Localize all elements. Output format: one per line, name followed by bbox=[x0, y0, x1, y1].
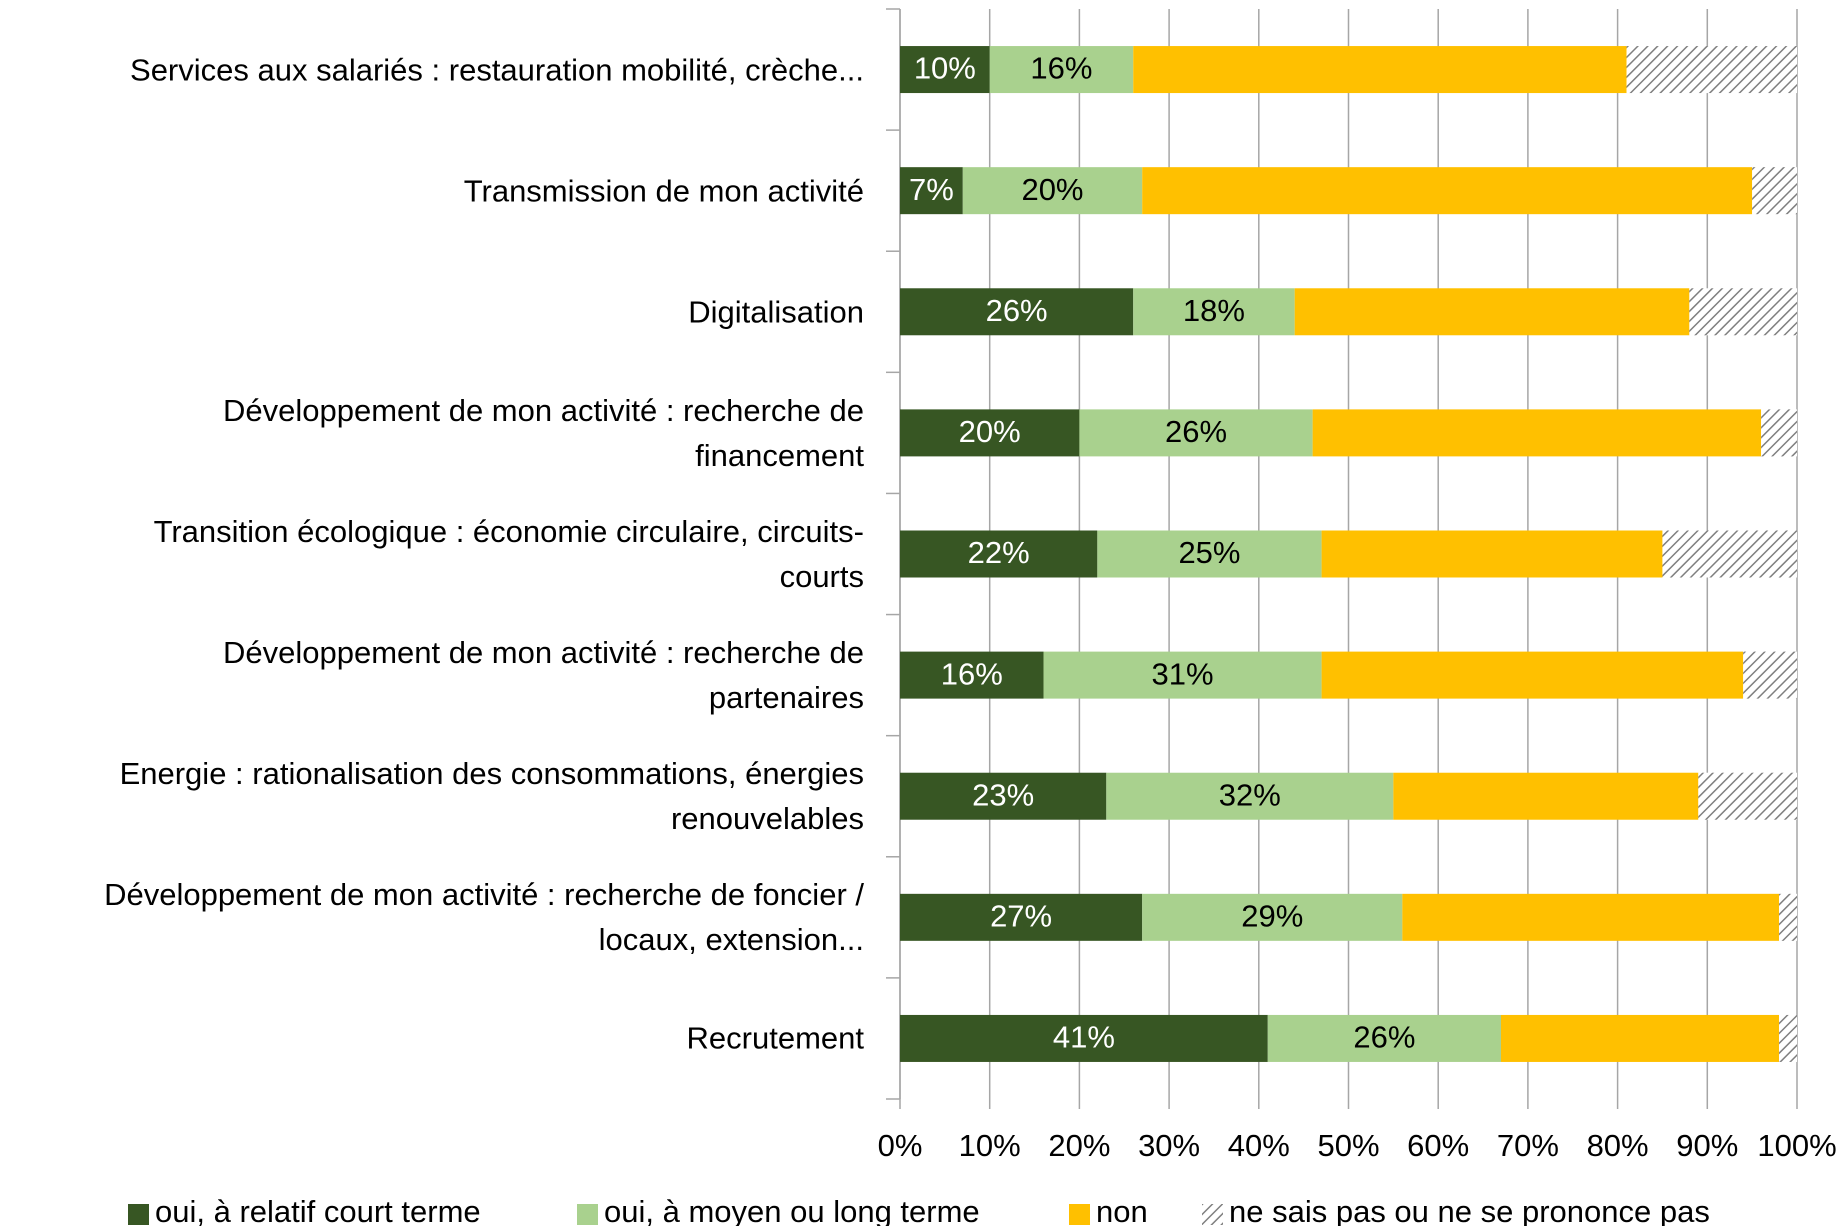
bar-segment bbox=[1133, 46, 1627, 94]
bar-segment bbox=[1142, 893, 1403, 941]
bar-segment bbox=[1106, 772, 1394, 820]
legend-label: non bbox=[1096, 1194, 1148, 1226]
bar-segment bbox=[1761, 409, 1797, 457]
legend-swatch bbox=[577, 1204, 598, 1225]
value-label: 26% bbox=[1165, 414, 1227, 449]
category-label: Digitalisation bbox=[688, 294, 864, 330]
bar-segment bbox=[1743, 651, 1797, 699]
bar-segment bbox=[900, 530, 1098, 578]
x-tick-label: 10% bbox=[959, 1128, 1021, 1163]
bar-segment bbox=[1779, 1014, 1797, 1062]
bar-segment bbox=[1626, 46, 1797, 94]
value-label: 16% bbox=[1030, 51, 1092, 86]
value-label: 22% bbox=[968, 535, 1030, 570]
x-tick-label: 50% bbox=[1317, 1128, 1379, 1163]
bar-segment bbox=[1393, 772, 1699, 820]
bar-segment bbox=[1698, 772, 1797, 820]
bar-segment bbox=[900, 651, 1044, 699]
value-label: 20% bbox=[1021, 172, 1083, 207]
bar-segment bbox=[1267, 1014, 1501, 1062]
value-label: 23% bbox=[972, 777, 1034, 812]
value-label: 10% bbox=[914, 51, 976, 86]
bar-segment bbox=[1321, 530, 1663, 578]
legend-label: ne sais pas ou ne se prononce pas bbox=[1229, 1194, 1710, 1226]
value-label: 31% bbox=[1152, 656, 1214, 691]
legend-swatch bbox=[1202, 1204, 1223, 1225]
bar-segment bbox=[1321, 651, 1744, 699]
bar-segment bbox=[900, 167, 963, 215]
value-label: 26% bbox=[986, 293, 1048, 328]
value-label: 27% bbox=[990, 899, 1052, 934]
bar-segment bbox=[989, 46, 1134, 94]
value-label: 18% bbox=[1183, 293, 1245, 328]
bar-segment bbox=[1779, 893, 1797, 941]
bar-segment bbox=[1689, 288, 1797, 336]
x-tick-label: 80% bbox=[1587, 1128, 1649, 1163]
category-label: Développement de mon activité : recherch… bbox=[222, 392, 864, 473]
legend-label: oui, à relatif court terme bbox=[155, 1194, 481, 1226]
bar-segment bbox=[900, 893, 1143, 941]
legend-swatch bbox=[1069, 1204, 1090, 1225]
bar-segment bbox=[1043, 651, 1322, 699]
x-tick-label: 40% bbox=[1228, 1128, 1290, 1163]
value-label: 20% bbox=[959, 414, 1021, 449]
category-label: Services aux salariés : restauration mob… bbox=[130, 52, 864, 88]
x-tick-label: 0% bbox=[878, 1128, 923, 1163]
legend-swatch bbox=[128, 1204, 149, 1225]
bar-segment bbox=[900, 772, 1107, 820]
value-label: 26% bbox=[1353, 1020, 1415, 1055]
bar-segment bbox=[1097, 530, 1322, 578]
category-label: Transition écologique : économie circula… bbox=[153, 514, 864, 594]
bar-segment bbox=[1294, 288, 1690, 336]
value-label: 16% bbox=[941, 656, 1003, 691]
category-label: Recrutement bbox=[686, 1020, 864, 1056]
bar-segment bbox=[900, 46, 990, 94]
category-label: Energie : rationalisation des consommati… bbox=[119, 756, 864, 837]
bar-segment bbox=[1402, 893, 1780, 941]
bar-segment bbox=[900, 409, 1080, 457]
category-label: Développement de mon activité : recherch… bbox=[222, 635, 864, 716]
bar-segment bbox=[1752, 167, 1797, 215]
x-tick-label: 60% bbox=[1407, 1128, 1469, 1163]
bar-segment bbox=[1133, 288, 1295, 336]
category-label: Développement de mon activité : recherch… bbox=[104, 877, 864, 958]
x-tick-label: 30% bbox=[1138, 1128, 1200, 1163]
bar-segment bbox=[1079, 409, 1313, 457]
bar-segment bbox=[1500, 1014, 1780, 1062]
value-label: 32% bbox=[1219, 777, 1281, 812]
x-tick-label: 90% bbox=[1676, 1128, 1738, 1163]
bar-segment bbox=[900, 1014, 1268, 1062]
value-label: 41% bbox=[1053, 1020, 1115, 1055]
bar-segment bbox=[1142, 167, 1753, 215]
value-label: 29% bbox=[1241, 899, 1303, 934]
value-label: 25% bbox=[1178, 535, 1240, 570]
bar-segment bbox=[1662, 530, 1797, 578]
bar-segment bbox=[962, 167, 1143, 215]
x-tick-label: 20% bbox=[1048, 1128, 1110, 1163]
bar-segment bbox=[1312, 409, 1762, 457]
legend-label: oui, à moyen ou long terme bbox=[604, 1194, 980, 1226]
x-tick-label: 100% bbox=[1757, 1128, 1836, 1163]
category-label: Transmission de mon activité bbox=[463, 173, 864, 209]
value-label: 7% bbox=[909, 172, 954, 207]
bar-segment bbox=[900, 288, 1134, 336]
x-tick-label: 70% bbox=[1497, 1128, 1559, 1163]
